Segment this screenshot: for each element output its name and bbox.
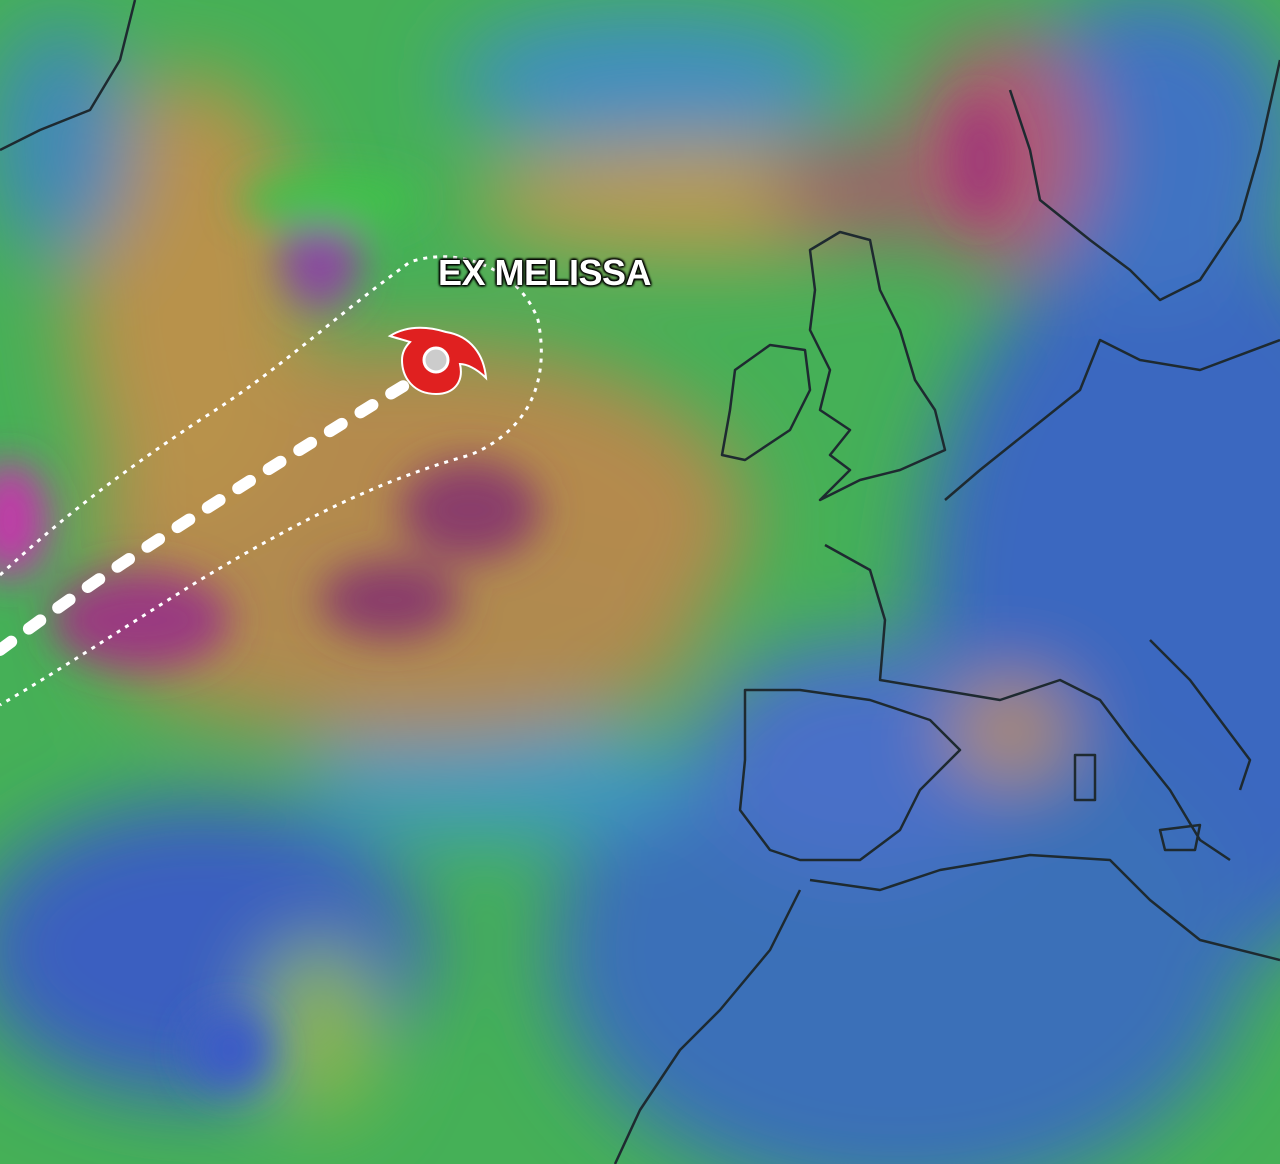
europe-coast (824, 543, 1231, 862)
sardinia (1073, 753, 1097, 802)
scandinavia (1008, 59, 1280, 302)
hurricane-icon[interactable] (387, 326, 488, 396)
greenland (0, 0, 137, 152)
north-sea-coast (944, 338, 1280, 501)
africa-coast (613, 853, 1280, 1164)
sicily (1158, 823, 1202, 852)
cone-boundary (0, 255, 543, 707)
italy (1149, 639, 1252, 791)
ireland (720, 343, 812, 462)
storm-label: EX MELISSA (438, 252, 652, 293)
great-britain (808, 230, 947, 502)
forecast-cone (0, 255, 543, 707)
track-line (0, 376, 416, 656)
iberia (738, 688, 962, 862)
